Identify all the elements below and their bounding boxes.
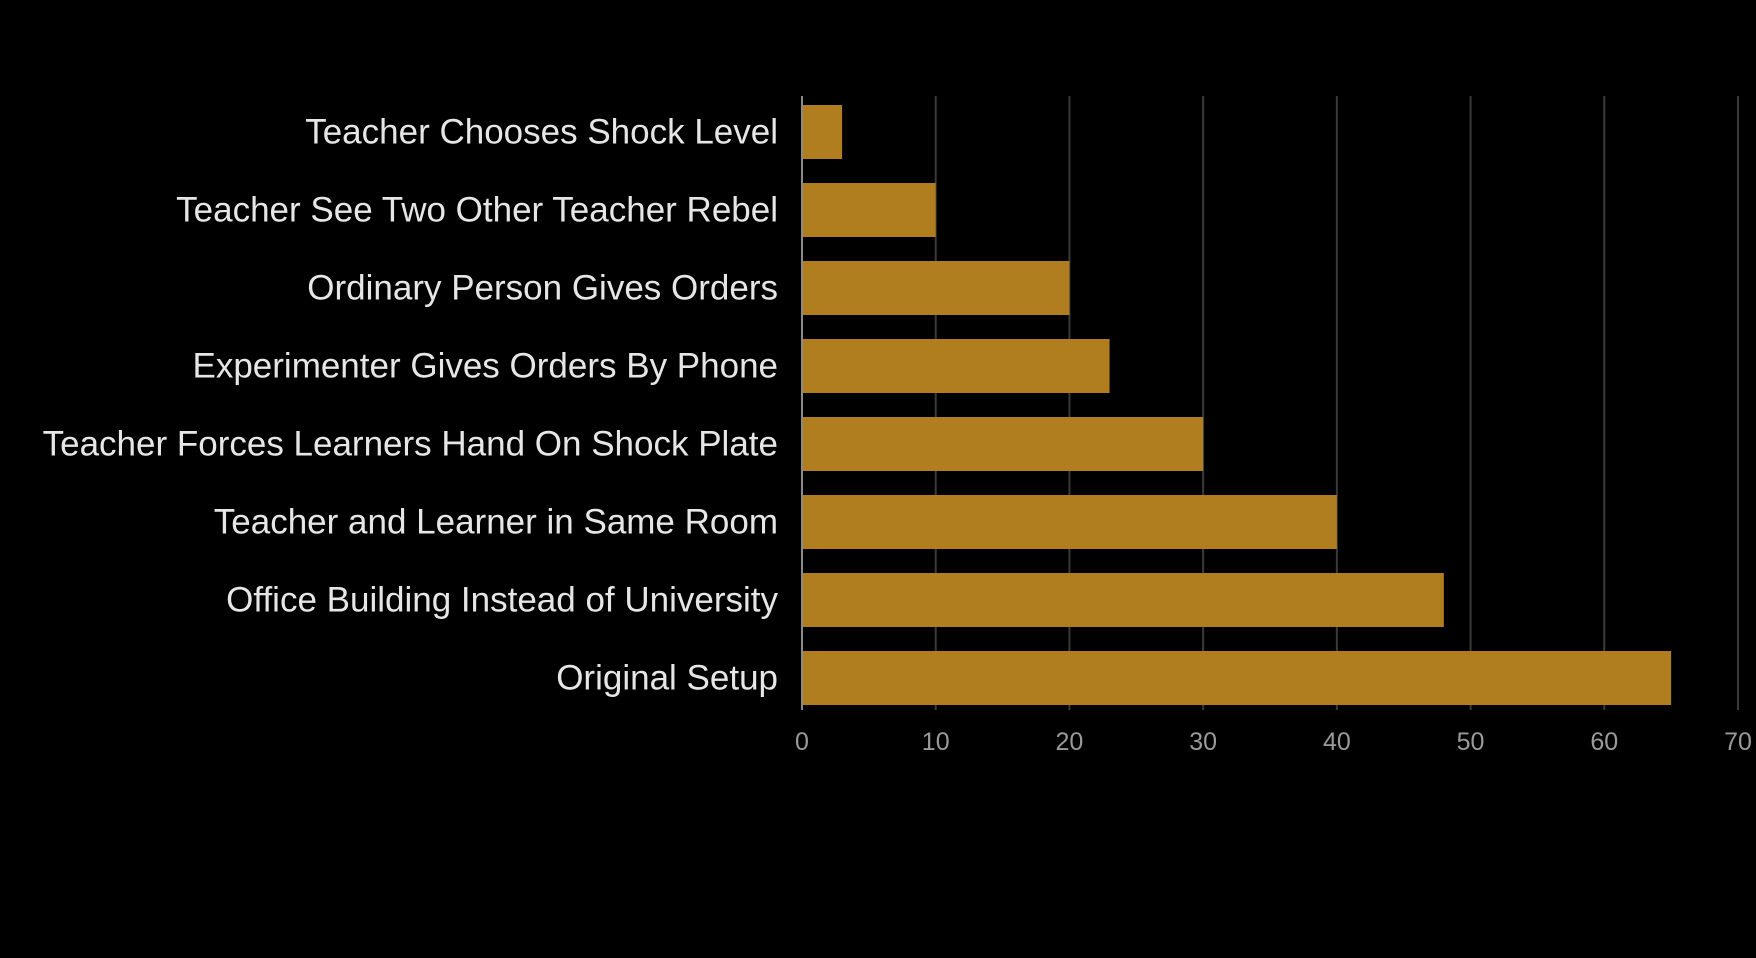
gridlines [934,96,1739,710]
bar-1 [802,105,843,159]
category-labels: Teacher Chooses Shock Level Teacher See T… [43,113,779,698]
bar-7 [802,573,1444,627]
bar-5 [802,417,1204,471]
category-label-5: Teacher Forces Learners Hand On Shock Pl… [43,425,778,464]
category-label-1: Teacher Chooses Shock Level [305,113,778,152]
x-tick-label-50: 50 [1457,728,1485,756]
bar-6 [802,495,1337,549]
category-label-8: Original Setup [556,659,778,698]
bar-2 [802,183,936,237]
x-tick-label-60: 60 [1590,728,1618,756]
bars [802,105,1672,705]
x-tick-label-10: 10 [922,728,950,756]
tick-labels: 0 10 20 30 40 50 60 70 [795,728,1752,756]
bar-4 [802,339,1110,393]
x-tick-label-40: 40 [1323,728,1351,756]
category-label-3: Ordinary Person Gives Orders [307,269,778,308]
x-tick-label-0: 0 [795,728,809,756]
x-tick-label-20: 20 [1056,728,1084,756]
bar-8 [802,651,1672,705]
bar-3 [802,261,1070,315]
x-tick-label-30: 30 [1189,728,1217,756]
category-label-7: Office Building Instead of University [226,581,778,620]
x-tick-label-70: 70 [1724,728,1752,756]
category-label-6: Teacher and Learner in Same Room [214,503,778,542]
category-label-4: Experimenter Gives Orders By Phone [192,347,778,386]
category-label-2: Teacher See Two Other Teacher Rebel [176,191,778,230]
